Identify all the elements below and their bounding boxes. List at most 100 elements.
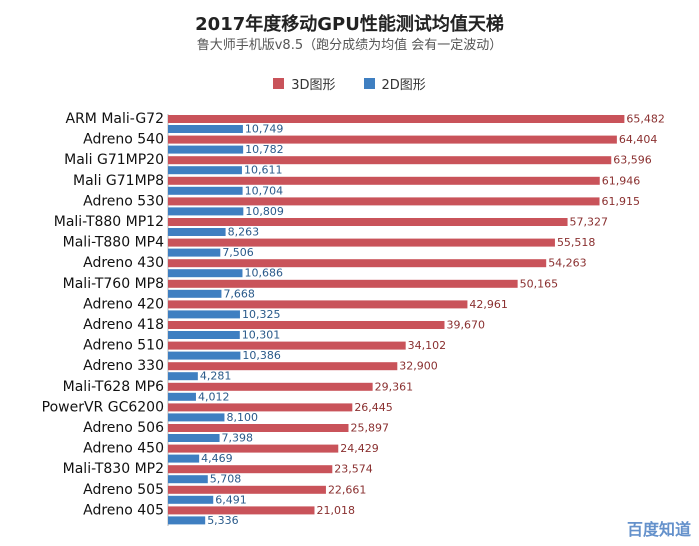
- data-label-2d: 10,704: [245, 184, 284, 197]
- data-label-3d: 21,018: [316, 504, 355, 517]
- data-label-2d: 8,263: [228, 226, 260, 239]
- bar-3d: [168, 300, 468, 309]
- bar-2d: [168, 495, 214, 504]
- bar-2d: [168, 269, 243, 278]
- data-label-3d: 55,518: [557, 236, 596, 249]
- category-label: Adreno 418: [83, 317, 164, 333]
- data-label-3d: 42,961: [469, 298, 508, 311]
- bar-3d: [168, 259, 547, 268]
- bar-3d: [168, 279, 518, 288]
- category-label: Adreno 450: [83, 441, 164, 457]
- category-label: Adreno 430: [83, 255, 164, 271]
- data-label-3d: 24,429: [340, 442, 379, 455]
- category-label: Mali G71MP8: [73, 173, 164, 189]
- data-label-3d: 22,661: [328, 483, 367, 496]
- bar-3d: [168, 403, 353, 412]
- bar-3d: [168, 341, 406, 350]
- data-label-3d: 26,445: [354, 401, 393, 414]
- data-label-3d: 50,165: [520, 277, 559, 290]
- bar-3d: [168, 382, 373, 391]
- data-label-2d: 10,749: [245, 123, 284, 136]
- bar-2d: [168, 310, 240, 319]
- chart-subtitle: 鲁大师手机版v8.5（跑分成绩为均值 会有一定波动）: [196, 38, 503, 53]
- bar-3d: [168, 424, 349, 432]
- data-label-2d: 4,281: [200, 370, 232, 383]
- data-label-2d: 10,301: [242, 329, 281, 342]
- bar-3d: [168, 506, 315, 515]
- bar-2d: [168, 331, 240, 339]
- bar-2d: [168, 516, 206, 525]
- data-label-3d: 64,404: [619, 133, 658, 146]
- bar-2d: [168, 186, 243, 195]
- bar-3d: [168, 321, 445, 329]
- category-label: Mali-T880 MP4: [63, 235, 164, 251]
- legend-item-2d: 2D图形: [363, 74, 426, 93]
- bar-2d: [168, 228, 226, 236]
- data-label-3d: 61,946: [602, 174, 641, 187]
- category-label: Adreno 506: [83, 420, 164, 436]
- data-label-3d: 65,482: [626, 113, 665, 126]
- legend-swatch-3d: [273, 78, 285, 89]
- category-label: Adreno 330: [83, 358, 164, 374]
- bar-2d: [168, 392, 196, 401]
- data-label-3d: 54,263: [548, 257, 587, 270]
- bar-3d: [168, 135, 617, 144]
- category-label: Mali-T760 MP8: [63, 276, 164, 292]
- data-label-2d: 7,506: [222, 246, 254, 259]
- data-label-2d: 7,398: [222, 432, 254, 445]
- legend-item-3d: 3D图形: [273, 74, 336, 93]
- watermark-logo: 百度知道: [626, 520, 691, 539]
- category-label: Mali-T628 MP6: [63, 379, 164, 395]
- bar-2d: [168, 248, 221, 257]
- legend-label-2d: 2D图形: [381, 78, 426, 93]
- data-label-2d: 4,012: [198, 390, 230, 403]
- data-label-3d: 39,670: [446, 319, 485, 332]
- data-label-2d: 10,686: [244, 267, 283, 280]
- data-label-2d: 10,782: [245, 143, 284, 156]
- data-label-3d: 25,897: [350, 422, 389, 435]
- data-label-2d: 10,325: [242, 308, 281, 321]
- data-label-2d: 6,491: [215, 493, 247, 506]
- data-label-3d: 63,596: [613, 154, 652, 167]
- bar-3d: [168, 115, 625, 123]
- bar-3d: [168, 485, 326, 494]
- bar-3d: [168, 197, 600, 206]
- data-label-3d: 32,900: [399, 360, 438, 373]
- data-label-2d: 5,336: [207, 514, 239, 527]
- category-label: Adreno 510: [83, 338, 164, 354]
- bar-2d: [168, 475, 208, 484]
- category-label: ARM Mali-G72: [66, 111, 165, 127]
- data-label-3d: 61,915: [602, 195, 641, 208]
- legend: 3D图形 2D图形: [0, 74, 699, 93]
- legend-swatch-2d: [363, 78, 375, 89]
- data-label-3d: 29,361: [375, 380, 414, 393]
- category-label: Mali G71MP20: [64, 152, 164, 168]
- bar-3d: [168, 176, 600, 185]
- bar-2d: [168, 289, 222, 298]
- data-label-2d: 10,611: [244, 164, 282, 177]
- data-label-2d: 8,100: [226, 411, 257, 424]
- bar-3d: [168, 465, 333, 474]
- bar-2d: [168, 166, 242, 175]
- bar-3d: [168, 238, 555, 247]
- bar-3d: [168, 156, 612, 165]
- category-label: Mali-T830 MP2: [63, 461, 164, 477]
- data-label-2d: 10,809: [245, 205, 284, 218]
- bar-2d: [168, 351, 241, 360]
- category-label: Mali-T880 MP12: [54, 214, 164, 230]
- category-label: Adreno 420: [83, 296, 164, 312]
- category-label: Adreno 505: [83, 482, 164, 498]
- bar-3d: [168, 218, 568, 226]
- category-label: Adreno 530: [83, 193, 164, 209]
- category-label: Adreno 405: [83, 502, 164, 518]
- bar-2d: [168, 145, 244, 154]
- bar-2d: [168, 413, 225, 422]
- data-label-2d: 10,386: [242, 349, 281, 362]
- data-label-2d: 7,668: [223, 287, 255, 300]
- bar-2d: [168, 434, 220, 442]
- data-label-3d: 23,574: [334, 463, 373, 476]
- bar-2d: [168, 125, 243, 133]
- bar-2d: [168, 207, 244, 216]
- category-label: Adreno 540: [83, 132, 164, 148]
